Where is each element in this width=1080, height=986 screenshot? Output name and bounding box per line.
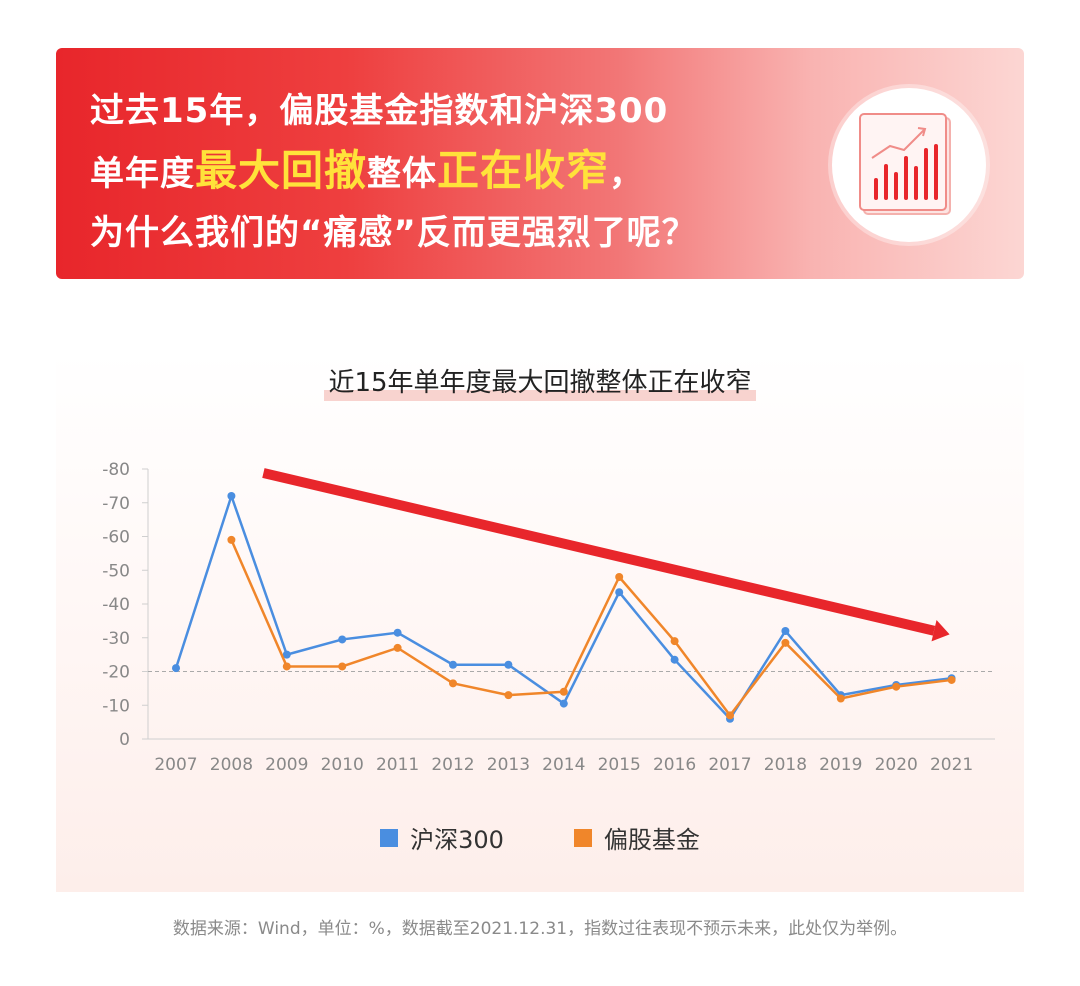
y-tick-label: -60 <box>102 528 130 548</box>
data-point <box>393 643 402 652</box>
x-tick-label: 2008 <box>210 755 253 775</box>
headline-line-3: 为什么我们的“痛感”反而更强烈了呢？ <box>90 213 697 253</box>
headline: 过去15年，偏股基金指数和沪深300 单年度最大回撤整体正在收窄， 为什么我们的… <box>90 82 810 263</box>
data-point <box>559 699 568 708</box>
x-tick-label: 2019 <box>819 755 862 775</box>
data-point <box>615 573 624 581</box>
headline-highlight: 最大回撤 <box>195 146 368 195</box>
y-tick-label: -70 <box>102 494 130 514</box>
data-point <box>836 694 845 703</box>
x-tick-label: 2018 <box>764 755 807 775</box>
headline-text: 整体 <box>367 154 438 194</box>
chart-panel <box>56 352 1024 892</box>
data-point <box>726 711 734 720</box>
x-tick-label: 2013 <box>487 755 530 775</box>
chart-title: 近15年单年度最大回撤整体正在收窄 <box>0 362 1080 401</box>
x-tick-label: 2017 <box>708 755 751 775</box>
trend-arrow-shaft <box>262 468 936 636</box>
headline-text: ， <box>609 154 645 194</box>
data-point <box>227 535 236 544</box>
y-tick-label: -20 <box>102 663 130 683</box>
data-point <box>172 664 180 673</box>
data-point <box>449 660 457 669</box>
series-line-1 <box>230 539 952 717</box>
x-tick-label: 2021 <box>930 755 973 775</box>
bar-chart-trend-icon <box>832 88 986 242</box>
y-tick-label: -50 <box>102 561 130 581</box>
y-tick-label: 0 <box>119 730 130 750</box>
legend-swatch <box>573 828 592 847</box>
data-point <box>670 655 679 664</box>
x-tick-label: 2020 <box>875 755 918 775</box>
legend-swatch <box>380 828 399 847</box>
x-tick-label: 2011 <box>376 755 419 775</box>
x-tick-label: 2016 <box>653 755 696 775</box>
legend-item-hs300: 沪深300 <box>380 820 504 855</box>
footnote: 数据来源：Wind，单位：%，数据截至2021.12.31，指数过往表现不预示未… <box>172 919 908 939</box>
data-point <box>282 650 291 659</box>
data-point <box>670 637 679 646</box>
x-tick-label: 2007 <box>154 755 197 775</box>
data-point <box>504 660 513 669</box>
header-banner: 过去15年，偏股基金指数和沪深300 单年度最大回撤整体正在收窄， 为什么我们的… <box>56 48 1024 279</box>
data-point <box>504 691 513 700</box>
y-tick-label: -30 <box>102 629 130 649</box>
data-point <box>393 628 402 637</box>
y-tick-label: -40 <box>102 595 130 615</box>
legend-item-equity-fund: 偏股基金 <box>573 820 700 855</box>
x-tick-label: 2010 <box>321 755 364 775</box>
data-point <box>947 675 956 684</box>
chart-title-text: 近15年单年度最大回撤整体正在收窄 <box>324 362 756 401</box>
data-point <box>781 638 790 647</box>
x-tick-label: 2014 <box>542 755 585 775</box>
headline-highlight: 正在收窄 <box>437 146 610 195</box>
legend: 沪深300 偏股基金 <box>0 820 1080 855</box>
y-tick-label: -80 <box>102 460 130 480</box>
legend-label: 偏股基金 <box>603 826 700 854</box>
headline-line-1: 过去15年，偏股基金指数和沪深300 <box>90 91 669 131</box>
data-point <box>449 679 457 688</box>
data-point <box>892 682 901 691</box>
y-tick-label: -10 <box>102 696 130 716</box>
data-point <box>781 627 790 635</box>
legend-label: 沪深300 <box>410 826 504 854</box>
trend-arrow-head <box>931 620 950 642</box>
x-tick-label: 2012 <box>431 755 474 775</box>
data-point <box>338 662 347 671</box>
headline-text: 单年度 <box>90 154 195 194</box>
line-chart: -80 -70 -60 -50 -40 -30 -20 -10 0 2007 2008 2009 201… <box>102 460 995 775</box>
headline-line-2: 单年度最大回撤整体正在收窄， <box>90 141 810 204</box>
data-point <box>338 635 347 644</box>
data-point <box>227 492 236 500</box>
data-point <box>282 662 291 671</box>
data-point <box>559 687 568 696</box>
x-tick-label: 2015 <box>598 755 641 775</box>
x-tick-label: 2009 <box>265 755 308 775</box>
data-point <box>615 588 624 597</box>
